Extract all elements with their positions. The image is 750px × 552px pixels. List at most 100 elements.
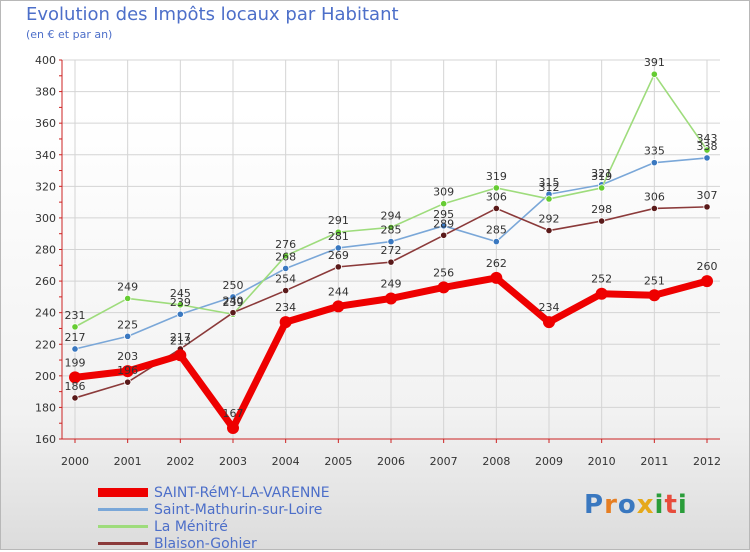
data-point — [703, 154, 711, 162]
data-point — [282, 252, 290, 260]
data-label: 319 — [486, 170, 507, 183]
y-tick-label: 360 — [35, 117, 56, 130]
data-point — [648, 289, 661, 302]
y-tick-label: 200 — [35, 370, 56, 383]
y-tick-label: 380 — [35, 86, 56, 99]
x-tick-label: 2000 — [61, 455, 89, 468]
data-point — [545, 226, 553, 235]
data-label: 245 — [170, 287, 191, 300]
data-label: 307 — [697, 189, 718, 202]
logo-letter: i — [677, 490, 688, 520]
y-tick-label: 180 — [35, 401, 56, 414]
y-tick-label: 220 — [35, 338, 56, 351]
data-label: 186 — [65, 380, 86, 393]
data-label: 217 — [170, 331, 191, 344]
data-point — [332, 300, 345, 313]
x-tick-label: 2003 — [219, 455, 247, 468]
data-point — [174, 349, 187, 362]
data-label: 294 — [381, 209, 402, 222]
data-label: 199 — [65, 356, 86, 369]
data-label: 343 — [697, 132, 718, 145]
data-point — [124, 332, 132, 340]
data-label: 292 — [539, 213, 560, 226]
y-tick-label: 280 — [35, 244, 56, 257]
legend-item: Blaison-Gohier — [98, 535, 330, 552]
data-label: 249 — [381, 277, 402, 290]
data-point — [124, 294, 132, 303]
legend-item: SAINT-RéMY-LA-VARENNE — [98, 484, 330, 501]
axes: 160 180 200 220 240 260 280 300 320 340 360 380 400 2… — [35, 54, 721, 468]
legend-swatch — [98, 542, 148, 545]
data-label: 306 — [486, 190, 507, 203]
data-point — [334, 263, 342, 271]
y-tick-label: 240 — [35, 307, 56, 320]
data-label: 217 — [65, 331, 86, 344]
data-point — [598, 184, 606, 192]
legend: SAINT-RéMY-LA-VARENNE Saint-Mathurin-sur-… — [98, 484, 330, 552]
data-point — [492, 204, 500, 213]
data-label: 262 — [486, 257, 507, 270]
proxiti-logo: Proxiti — [584, 490, 688, 520]
y-tick-label: 260 — [35, 275, 56, 288]
data-point — [650, 159, 658, 167]
logo-letter: t — [664, 490, 678, 520]
data-point — [385, 292, 397, 305]
y-tick-label: 400 — [35, 54, 56, 67]
data-point — [440, 200, 448, 208]
data-label: 315 — [539, 176, 560, 189]
data-label: 276 — [275, 238, 296, 251]
data-point — [595, 287, 608, 300]
data-point — [387, 258, 395, 266]
data-label: 252 — [591, 273, 612, 286]
data-point — [650, 204, 658, 213]
data-point — [334, 244, 342, 252]
data-label: 298 — [591, 203, 612, 216]
data-labels: 199 203 213 167 234 244 249 256 262 234 252 251 260 2… — [65, 56, 718, 420]
data-point — [71, 323, 79, 331]
data-label: 309 — [433, 186, 454, 199]
data-label: 249 — [117, 280, 138, 293]
data-label: 272 — [381, 244, 402, 257]
data-label: 291 — [328, 214, 349, 227]
data-point — [437, 281, 450, 294]
legend-label: La Ménitré — [154, 518, 228, 535]
data-point — [229, 293, 237, 301]
data-label: 256 — [433, 266, 454, 279]
data-point — [440, 231, 448, 239]
data-point — [279, 316, 292, 329]
data-point — [545, 195, 553, 203]
data-label: 281 — [328, 230, 349, 243]
data-point — [440, 222, 448, 230]
y-tick-label: 320 — [35, 180, 56, 193]
legend-item: La Ménitré — [98, 518, 330, 535]
data-label: 285 — [486, 224, 507, 237]
data-label: 268 — [275, 250, 296, 263]
data-point — [334, 228, 342, 236]
x-tick-label: 2007 — [430, 455, 458, 468]
logo-letter: P — [584, 490, 605, 520]
data-point — [703, 203, 711, 211]
data-label: 213 — [170, 334, 191, 347]
data-label: 239 — [170, 296, 191, 309]
legend-label: SAINT-RéMY-LA-VARENNE — [154, 484, 330, 501]
data-point — [490, 271, 503, 284]
logo-letter: x — [636, 490, 655, 520]
data-label: 321 — [591, 167, 612, 180]
x-tick-label: 2012 — [693, 455, 721, 468]
data-point — [701, 275, 713, 288]
x-tick-label: 2008 — [482, 455, 510, 468]
logo-letter: r — [604, 490, 618, 520]
x-tick-label: 2002 — [166, 455, 194, 468]
data-label: 312 — [539, 181, 560, 194]
data-point — [69, 371, 81, 384]
data-label: 285 — [381, 224, 402, 237]
data-point — [703, 146, 711, 154]
data-label: 234 — [275, 301, 296, 314]
data-point — [492, 238, 500, 246]
logo-letter: i — [654, 490, 665, 520]
x-tick-label: 2001 — [114, 455, 142, 468]
data-label: 231 — [65, 309, 86, 322]
x-tick-label: 2009 — [535, 455, 563, 468]
chart-title: Evolution des Impôts locaux par Habitant — [26, 4, 399, 25]
